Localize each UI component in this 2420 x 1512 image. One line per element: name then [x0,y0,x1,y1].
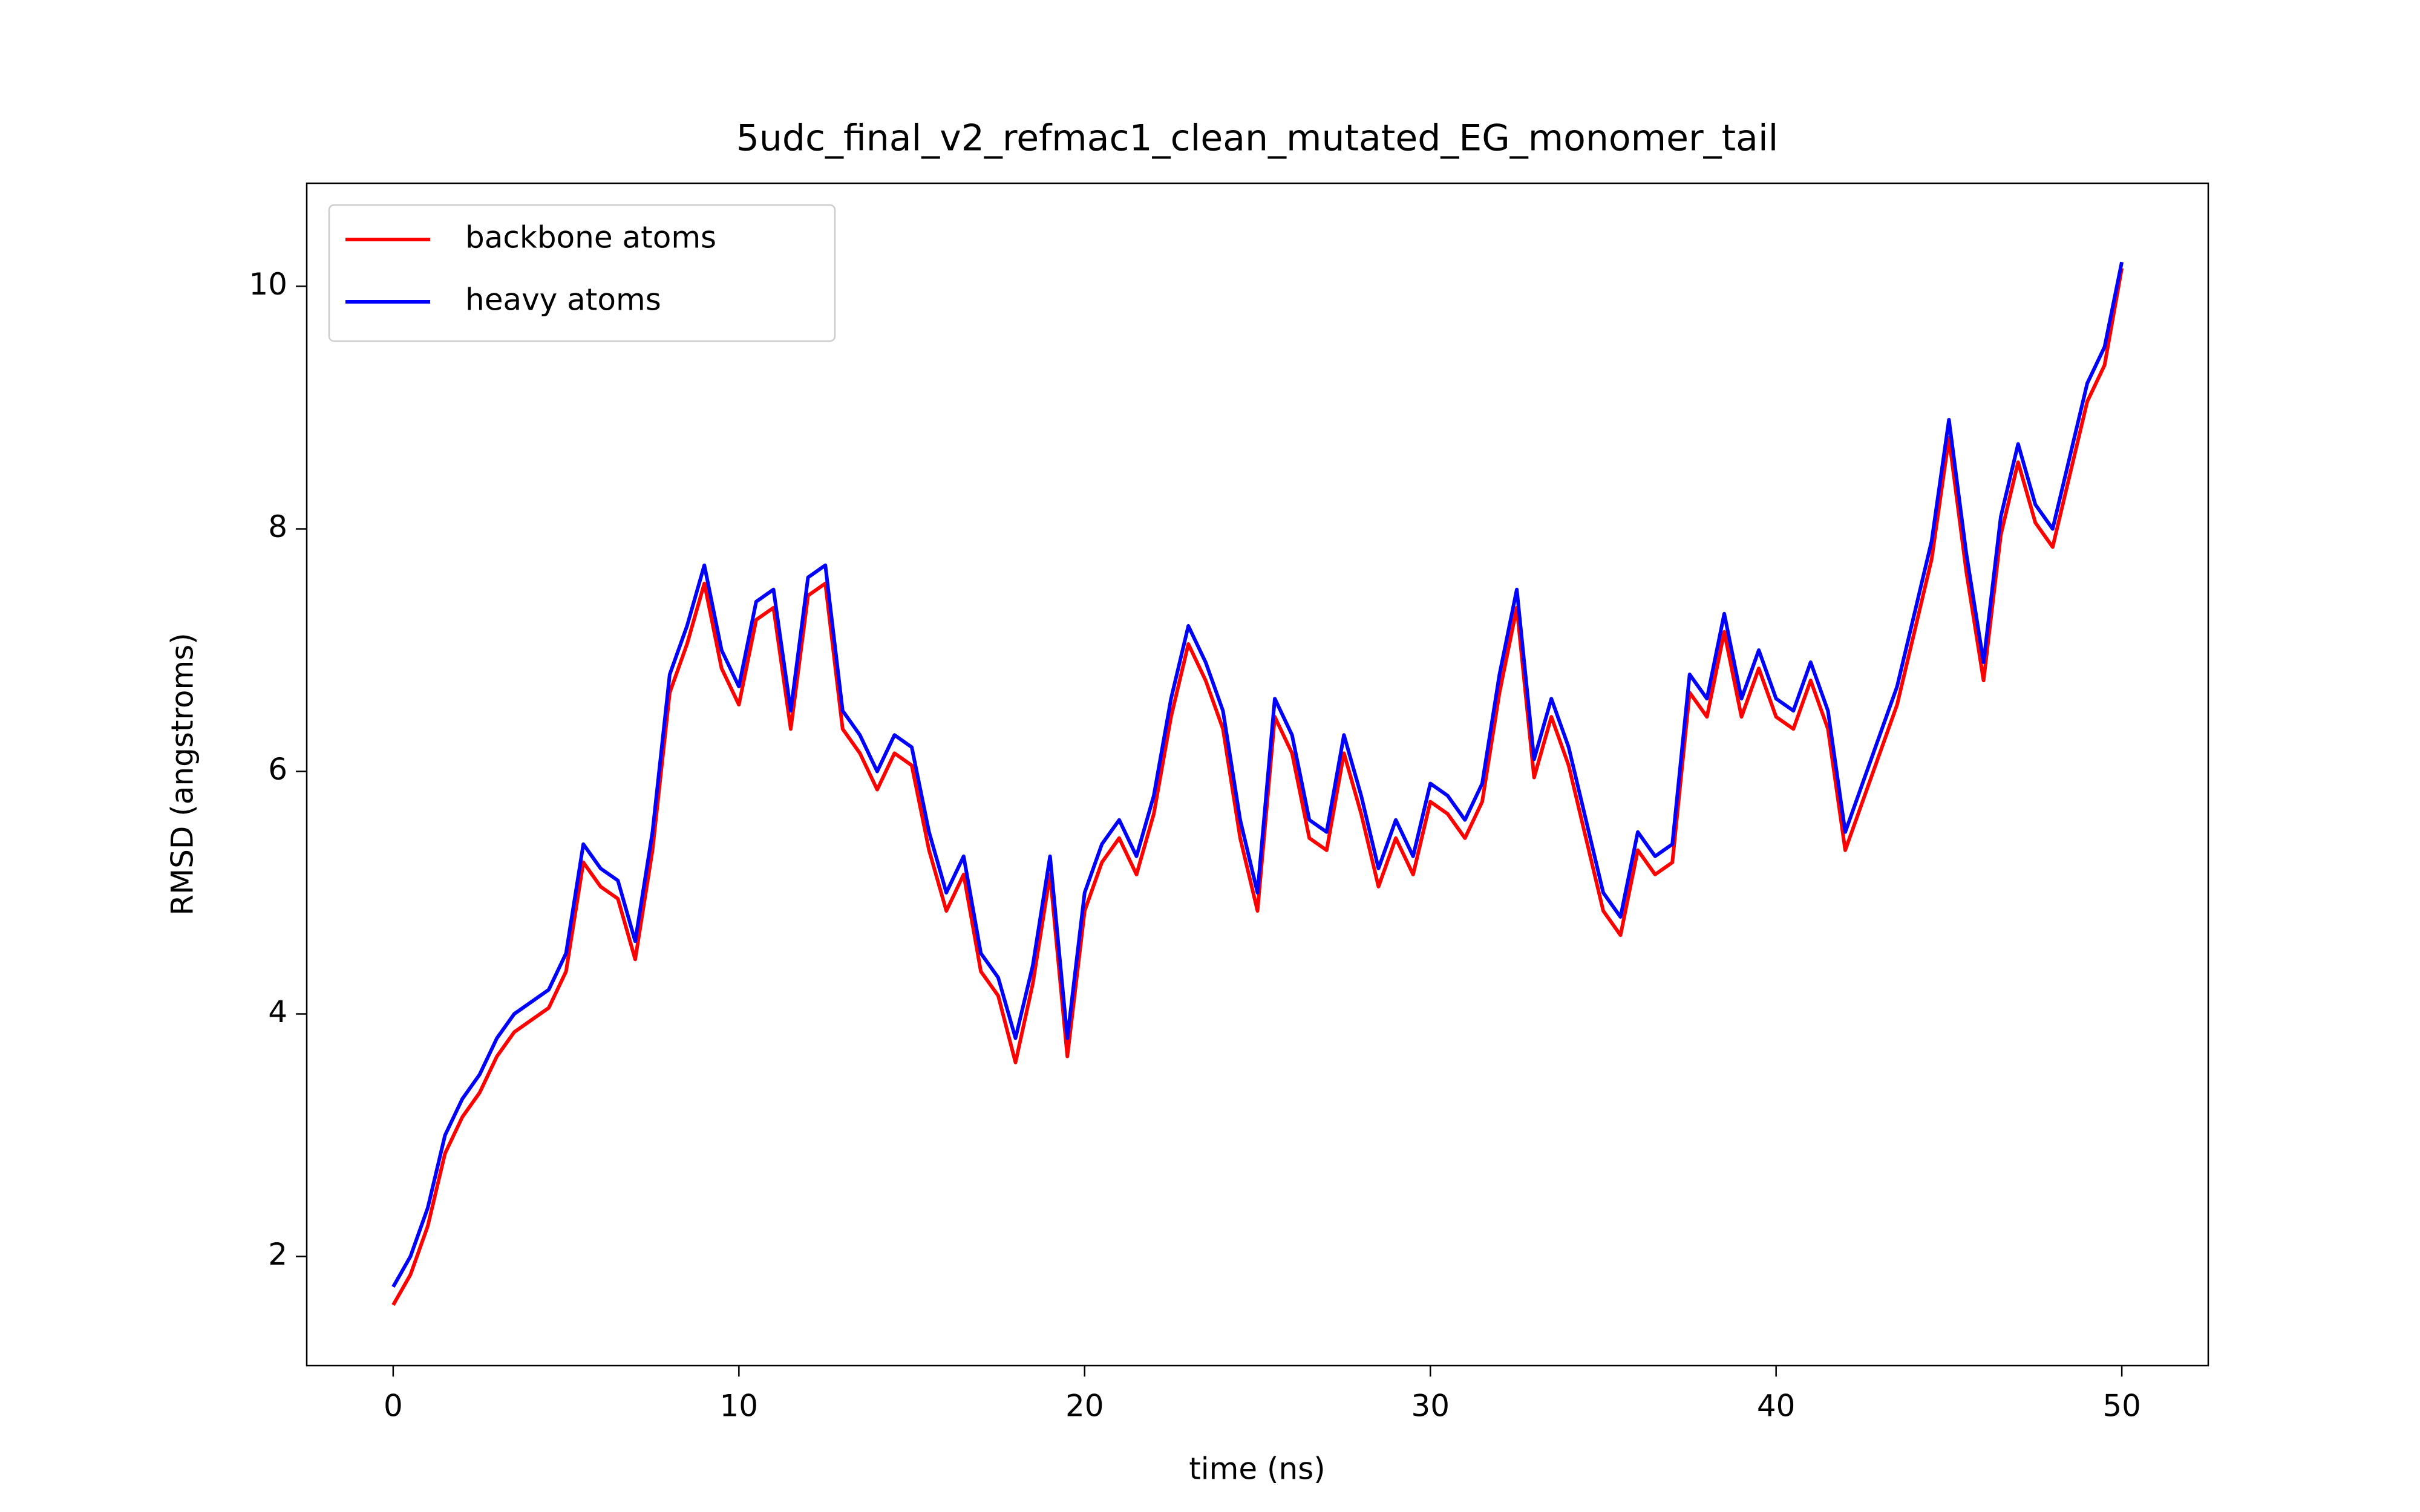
x-tick-label: 30 [1411,1389,1450,1424]
y-tick-label: 6 [268,752,287,787]
x-tick-label: 0 [384,1389,403,1424]
data-line [391,267,2124,1306]
plot-frame [306,182,2209,1367]
x-tick-label: 20 [1065,1389,1104,1424]
legend-label: backbone atoms [465,220,716,255]
y-tick-label: 4 [268,994,287,1029]
legend-box [328,204,836,342]
x-tick-label: 10 [720,1389,759,1424]
x-tick-label: 50 [2102,1389,2141,1424]
y-tick-label: 8 [268,509,287,544]
data-line [391,261,2124,1288]
chart-title: 5udc_final_v2_refmac1_clean_mutated_EG_m… [736,117,1779,160]
y-tick-label: 10 [249,267,287,302]
y-axis-label: RMSD (angstroms) [165,633,200,916]
x-tick-label: 40 [1757,1389,1796,1424]
x-axis-label: time (ns) [1189,1452,1326,1487]
y-tick-label: 2 [268,1237,287,1272]
legend-label: heavy atoms [465,282,661,318]
legend: backbone atoms heavy atoms [328,204,836,342]
